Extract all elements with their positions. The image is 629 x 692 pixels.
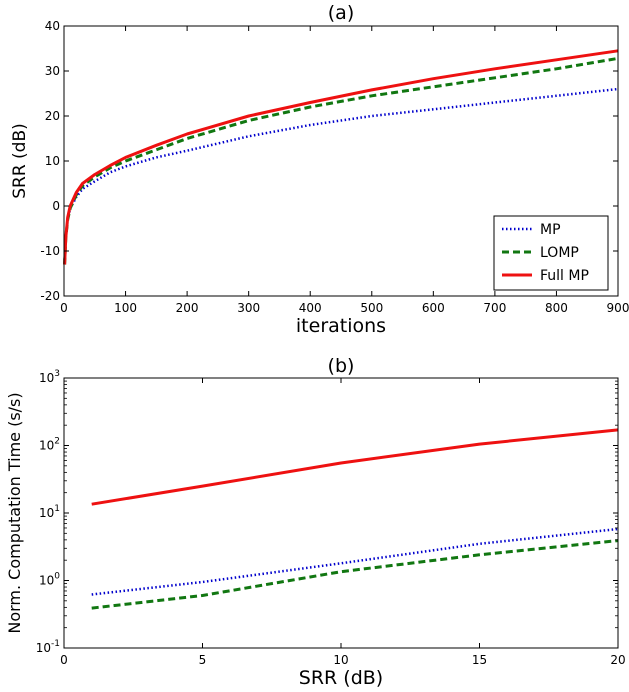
chart-b-x-tick-label: 20 <box>610 653 625 667</box>
legend-label-mp: MP <box>540 222 561 238</box>
legend-label-full-mp: Full MP <box>540 268 589 284</box>
chart-b-y-tick-label: 100 <box>39 572 60 588</box>
chart-b-x-tick-label: 10 <box>333 653 348 667</box>
chart-a-y-tick-label: -20 <box>40 289 60 303</box>
chart-a-y-tick-label: 10 <box>45 154 60 168</box>
chart-a-x-ticks: 0 100 200 300 400 500 600 700 800 900 <box>60 26 629 315</box>
chart-a-y-tick-label: 0 <box>52 199 60 213</box>
chart-b-title: (b) <box>328 355 355 377</box>
chart-a-x-tick-label: 400 <box>299 301 322 315</box>
chart-b-y-tick-label: 101 <box>39 504 60 520</box>
chart-a-x-tick-label: 700 <box>483 301 506 315</box>
chart-b-marks <box>91 428 619 610</box>
chart-a-y-tick-label: 30 <box>45 64 60 78</box>
chart-b-x-ticks: 0 5 10 15 20 <box>60 378 626 667</box>
chart-b-x-tick-label: 5 <box>199 653 207 667</box>
chart-a-x-axis-label: iterations <box>296 315 386 337</box>
chart-a-marks <box>63 49 619 265</box>
chart-a-x-tick-label: 900 <box>607 301 629 315</box>
chart-a-x-tick-label: 800 <box>545 301 568 315</box>
chart-a-x-tick-label: 0 <box>60 301 68 315</box>
chart-a-y-tick-label: 20 <box>45 109 60 123</box>
chart-a-x-tick-label: 200 <box>176 301 199 315</box>
panel-a-sri-vs-iterations: (a) 0 100 200 300 400 500 600 700 800 900 -20-100… <box>10 2 629 337</box>
chart-b-y-axis-label: Norm. Computation Time (s/s) <box>5 392 24 633</box>
chart-b-series-mp-line <box>91 527 619 596</box>
chart-a-x-tick-label: 300 <box>237 301 260 315</box>
chart-a-x-tick-label: 100 <box>114 301 137 315</box>
chart-b-x-tick-label: 15 <box>472 653 487 667</box>
chart-b-y-tick-label: 10-1 <box>36 639 60 655</box>
chart-b-x-tick-label: 0 <box>60 653 68 667</box>
chart-b-y-tick-label: 103 <box>39 369 60 385</box>
chart-a-y-axis-label: SRR (dB) <box>10 123 30 199</box>
chart-a-series-full-mp-line <box>63 49 619 265</box>
chart-a-y-tick-label: -10 <box>40 244 60 258</box>
chart-a-x-tick-label: 500 <box>360 301 383 315</box>
chart-a-legend: MP LOMP Full MP <box>493 215 609 291</box>
chart-b-series-full-mp-line <box>91 428 619 506</box>
chart-b-x-axis-label: SRR (dB) <box>299 667 383 689</box>
chart-b-plot-frame <box>63 377 619 649</box>
chart-a-title: (a) <box>328 2 354 24</box>
chart-b-y-tick-label: 102 <box>39 437 60 453</box>
chart-b-y-ticks: 10-1 100 101 102 103 <box>36 369 618 655</box>
chart-a-y-tick-label: 40 <box>45 19 60 33</box>
chart-a-y-ticks: -20 -10 0 10 20 30 40 <box>40 19 618 303</box>
chart-a-series-lomp-line <box>63 56 619 265</box>
legend-label-lomp: LOMP <box>540 245 579 261</box>
panel-b-time-vs-srr: (b) 0 5 10 15 20 10-1 100 101 102 103 SRR (dB) N… <box>5 355 626 689</box>
chart-a-x-tick-label: 600 <box>422 301 445 315</box>
chart-b-series-lomp-line <box>91 539 619 610</box>
